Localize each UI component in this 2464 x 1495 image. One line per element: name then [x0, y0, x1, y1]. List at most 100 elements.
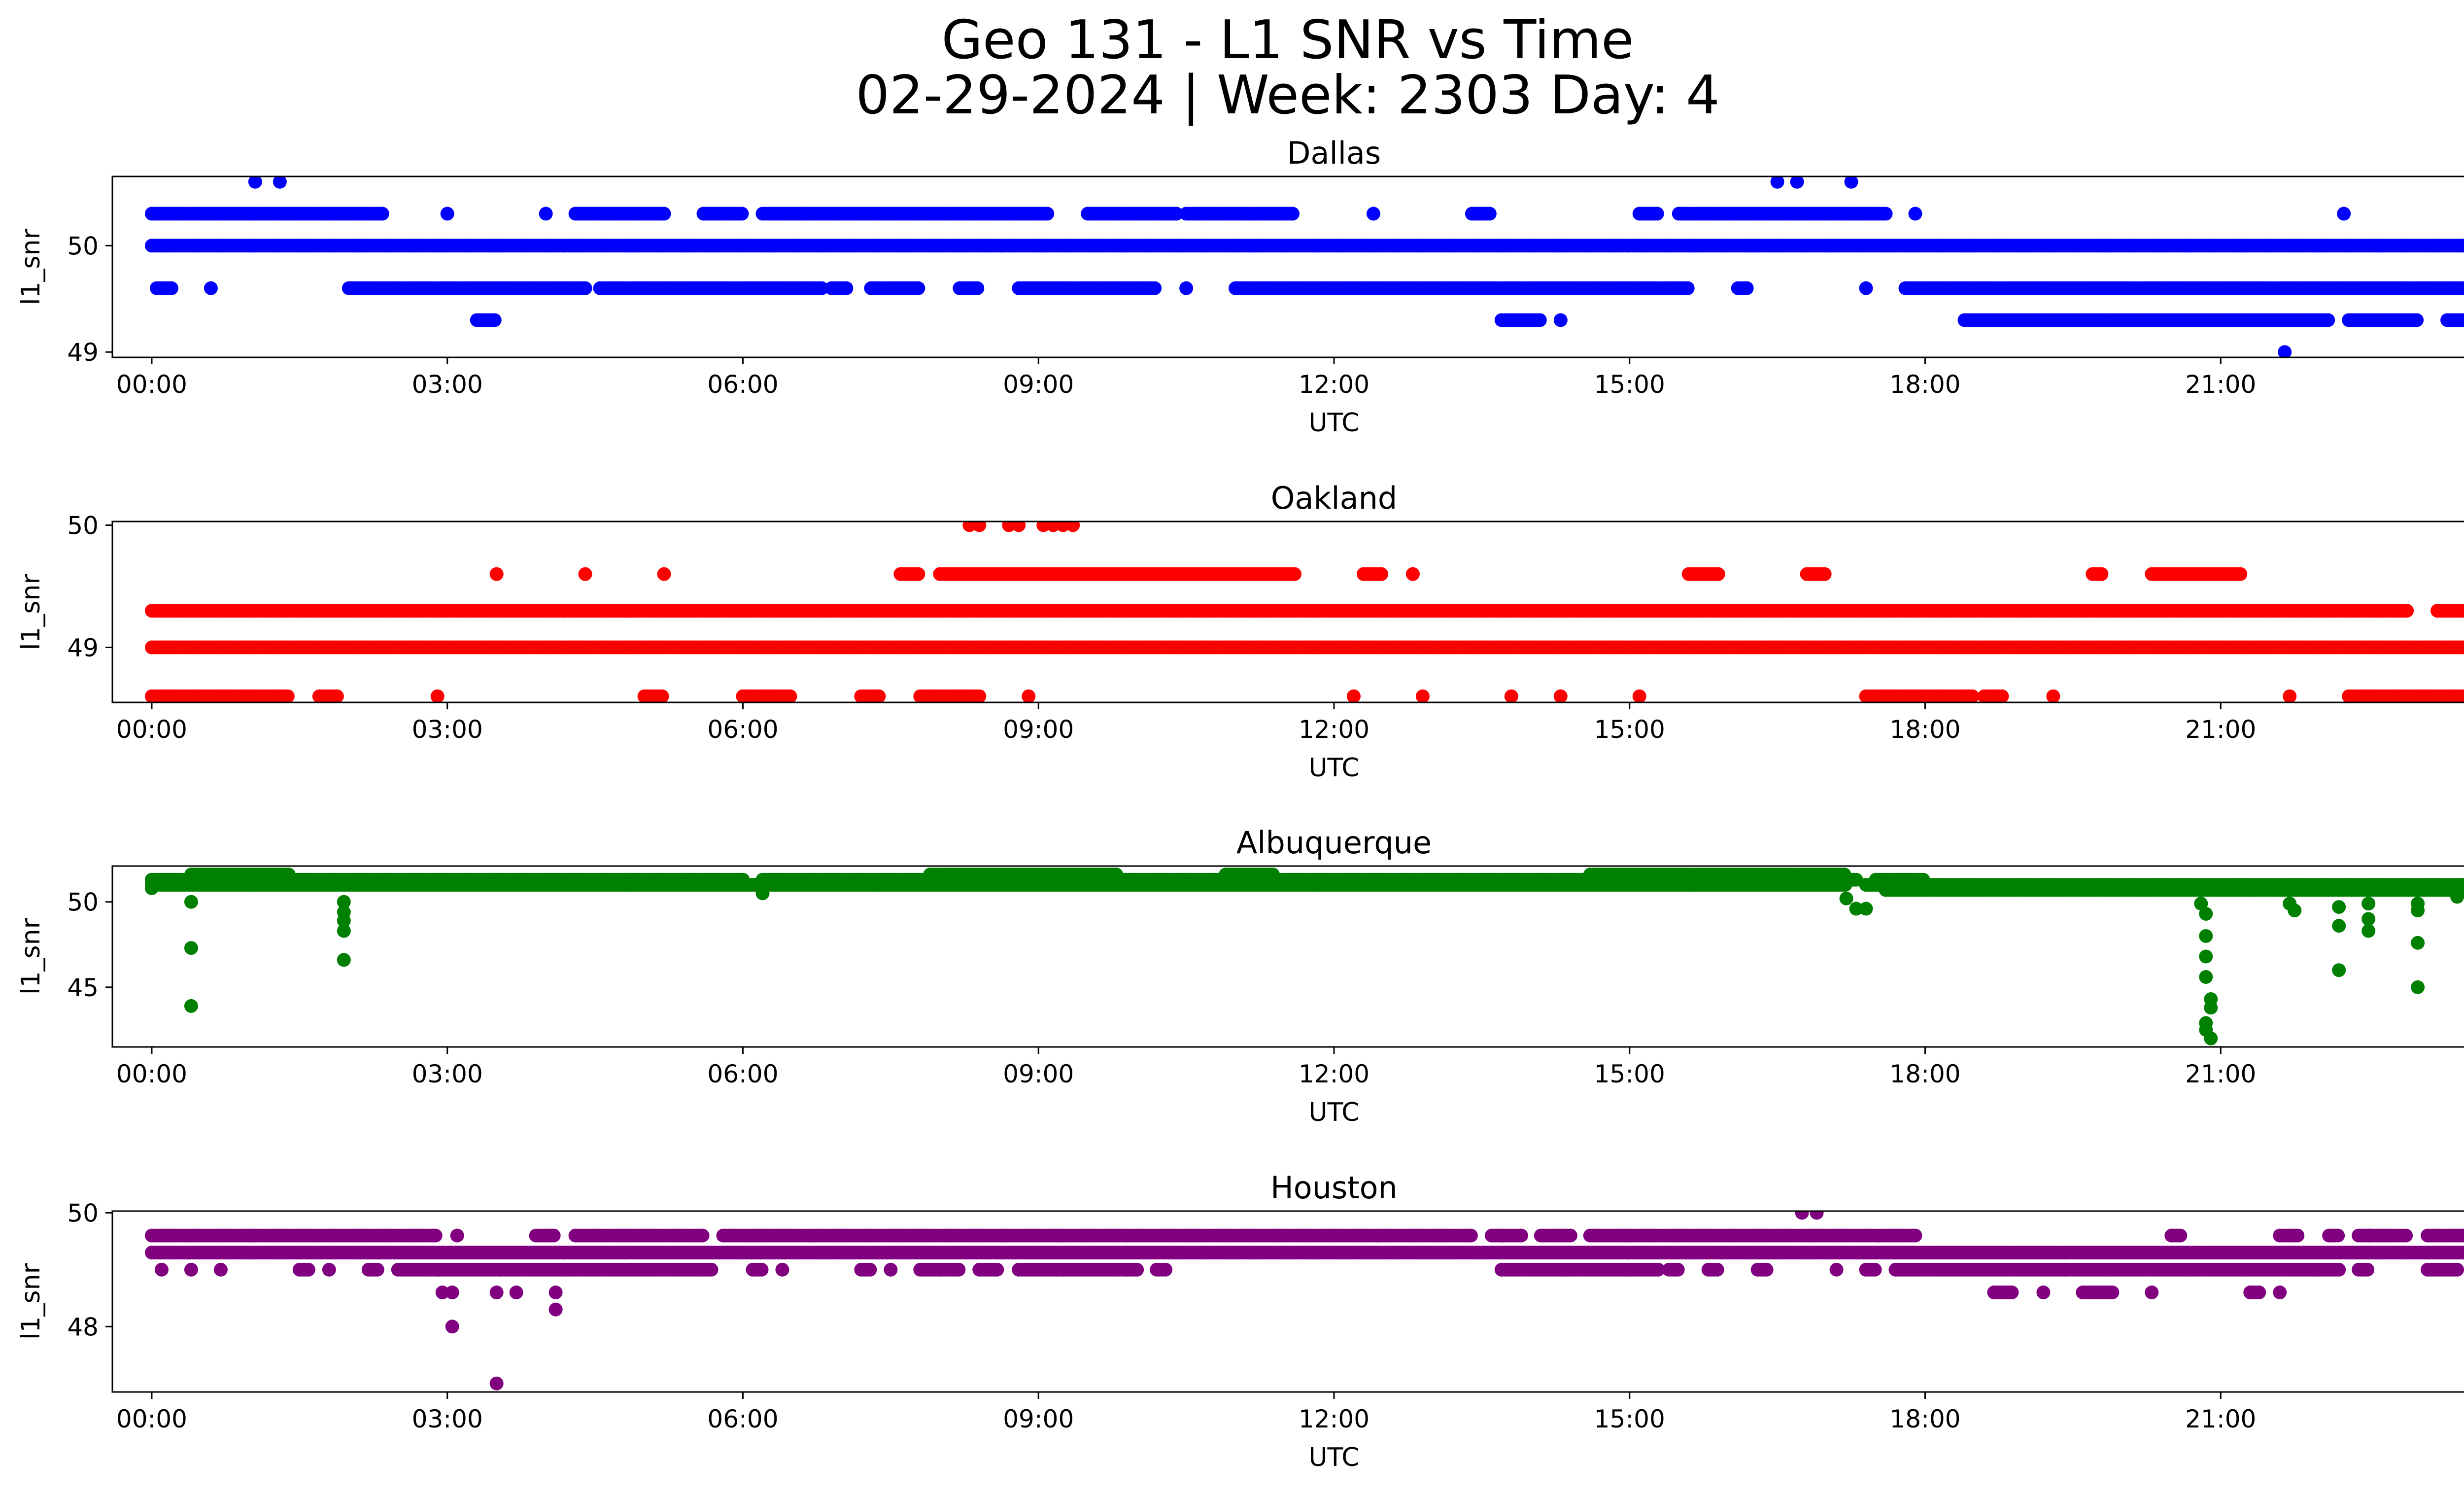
x-tick-label: 00:00	[116, 715, 187, 744]
data-point	[1346, 689, 1361, 702]
data-point	[1817, 567, 1832, 581]
data-point	[578, 567, 592, 581]
x-tick-label: 09:00	[1003, 715, 1074, 744]
data-point	[2460, 604, 2464, 617]
data-point	[1553, 689, 1568, 702]
data-point	[1286, 207, 1300, 221]
data-point	[1415, 689, 1430, 702]
x-tick-label: 00:00	[116, 370, 187, 399]
data-point	[2459, 239, 2464, 252]
data-point	[872, 689, 886, 702]
x-axis-label: UTC	[1308, 753, 1359, 783]
data-point	[1366, 207, 1380, 221]
data-points	[144, 176, 2464, 357]
data-point	[2462, 642, 2464, 653]
data-point	[2094, 567, 2109, 581]
axes-frame	[111, 175, 2464, 358]
x-tick-label: 21:00	[2185, 715, 2256, 744]
data-point	[1680, 281, 1695, 295]
data-point	[1879, 207, 1893, 221]
data-point	[1859, 281, 1873, 295]
figure-title: Geo 131 - L1 SNR vs Time	[941, 9, 1634, 71]
x-tick-label: 09:00	[1003, 370, 1074, 399]
data-point	[2460, 282, 2464, 295]
figure-subtitle: 02-29-2024 | Week: 2303 Day: 4	[856, 65, 1720, 126]
data-point	[375, 207, 389, 221]
data-point	[815, 281, 829, 295]
data-point	[657, 567, 671, 581]
data-point	[1632, 689, 1646, 702]
x-tick-label: 03:00	[412, 370, 483, 399]
data-point	[2233, 567, 2248, 581]
data-point	[273, 176, 287, 189]
x-tick-label: 06:00	[707, 715, 778, 744]
data-point	[970, 281, 985, 295]
data-point	[1148, 281, 1162, 295]
y-axis-label: l1_snr	[16, 573, 46, 650]
panel-title: Oakland	[1271, 480, 1398, 516]
data-point	[2410, 313, 2424, 327]
data-points	[144, 868, 2464, 1045]
y-tick-label: 49	[67, 633, 99, 662]
y-tick-label: 50	[67, 232, 99, 260]
data-point	[1040, 207, 1055, 221]
panel-title: Dallas	[1287, 135, 1381, 171]
x-tick-label: 03:00	[412, 715, 483, 744]
data-point	[2283, 689, 2297, 702]
panel-oakland: Oakland 00:00 03:00 06:00 09:00 12:00 15:00 18:…	[16, 480, 2464, 783]
data-point	[1844, 176, 1858, 189]
x-tick-label: 15:00	[1594, 715, 1665, 744]
data-point	[1965, 689, 1980, 702]
data-point	[1995, 689, 2009, 702]
data-point	[911, 567, 925, 581]
data-point	[657, 207, 671, 221]
data-point	[2337, 207, 2351, 221]
x-tick-label: 12:00	[1299, 370, 1369, 399]
data-point	[1650, 207, 1664, 221]
data-point	[1770, 176, 1784, 189]
x-tick-label: 15:00	[1594, 370, 1665, 399]
data-point	[1553, 313, 1568, 327]
y-axis-label: l1_snr	[16, 228, 46, 305]
data-point	[280, 689, 295, 702]
data-point	[2459, 641, 2464, 654]
data-point	[2460, 690, 2464, 702]
data-point	[972, 689, 987, 702]
data-point	[1533, 313, 1547, 327]
data-point	[2400, 604, 2414, 618]
y-tick-label: 49	[67, 338, 99, 367]
data-point	[1908, 207, 1922, 221]
data-point	[164, 281, 178, 295]
data-point	[489, 567, 504, 581]
x-tick-label: 18:00	[1889, 715, 1960, 744]
data-point	[911, 281, 925, 295]
data-point	[839, 281, 854, 295]
x-tick-label: 12:00	[1299, 715, 1369, 744]
data-points	[144, 522, 2464, 702]
data-point	[655, 689, 669, 702]
x-axis-label: UTC	[1308, 408, 1359, 438]
data-point	[2046, 689, 2060, 702]
data-point	[2278, 345, 2292, 357]
data-point	[248, 176, 262, 189]
data-point	[1022, 689, 1036, 702]
x-tick-label: 06:00	[707, 370, 778, 399]
data-point	[972, 522, 987, 532]
data-point	[1711, 567, 1725, 581]
data-point	[1066, 522, 1080, 532]
data-point	[1405, 567, 1420, 581]
data-point	[1288, 567, 1302, 581]
data-point	[783, 689, 797, 702]
data-point	[1374, 567, 1388, 581]
data-point	[1482, 207, 1497, 221]
data-point	[1179, 281, 1194, 295]
data-point	[487, 313, 502, 327]
data-point	[539, 207, 553, 221]
x-tick-label: 21:00	[2185, 370, 2256, 399]
data-point	[2461, 314, 2464, 326]
data-point	[578, 281, 592, 295]
